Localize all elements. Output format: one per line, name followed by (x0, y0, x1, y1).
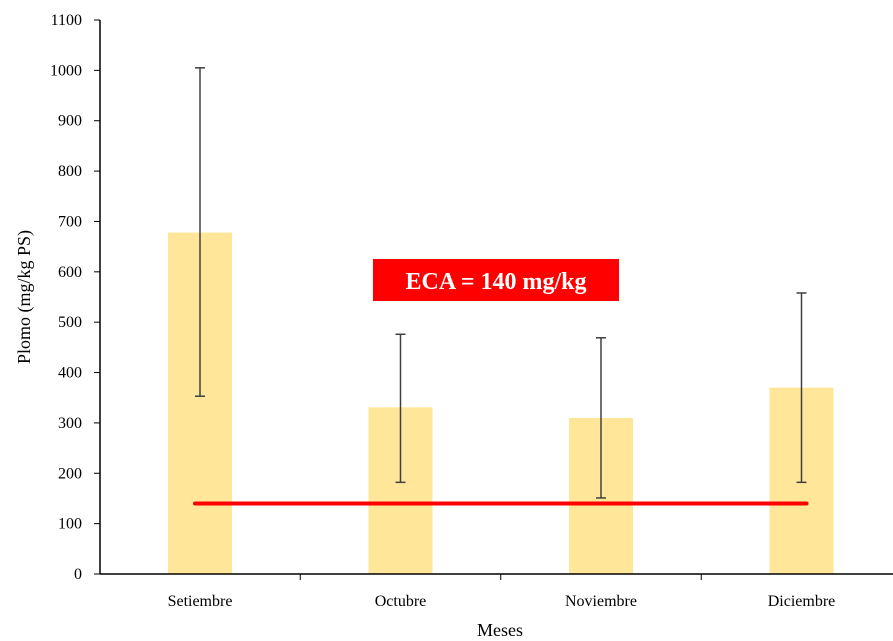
error-bars (195, 67, 807, 499)
y-axis-ticks: 0 100 200 300 400 500 600 700 800 900 1000 1100 (50, 12, 702, 583)
y-tick-label: 900 (58, 113, 82, 130)
x-axis-tick-labels: Setiembre Octubre Noviembre Diciembre (168, 593, 836, 610)
y-tick-label: 400 (58, 365, 82, 382)
y-tick-label: 800 (58, 163, 82, 180)
x-tick-label: Octubre (375, 593, 427, 610)
y-tick-label: 1100 (51, 12, 82, 29)
y-tick-label: 1000 (50, 62, 82, 79)
y-tick-label: 600 (58, 264, 82, 281)
y-tick-label: 500 (58, 314, 82, 331)
y-tick-label: 700 (58, 213, 82, 230)
x-axis-title: Meses (477, 620, 523, 640)
y-tick-label: 100 (58, 516, 82, 533)
reference-label-box (373, 259, 619, 301)
x-tick-label: Setiembre (168, 593, 233, 610)
y-axis-title: Plomo (mg/kg PS) (14, 230, 35, 364)
x-tick-label: Noviembre (565, 593, 637, 610)
y-tick-label: 0 (74, 566, 82, 583)
reference-label: ECA = 140 mg/kg (405, 269, 586, 295)
y-tick-label: 200 (58, 465, 82, 482)
x-tick-label: Diciembre (768, 593, 836, 610)
y-tick-label: 300 (58, 415, 82, 432)
